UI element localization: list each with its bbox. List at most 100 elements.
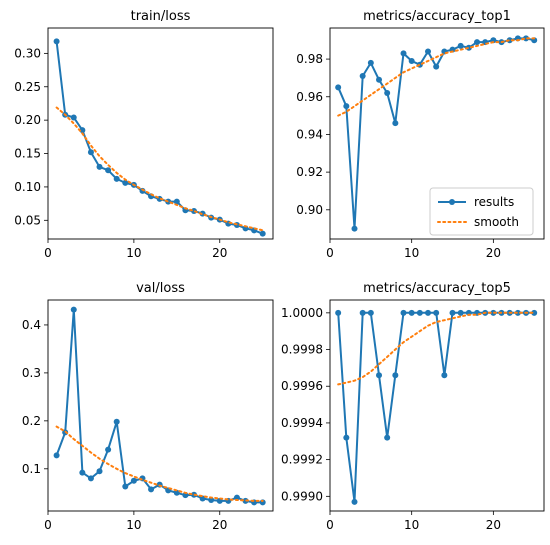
data-point-results	[208, 496, 215, 503]
y-tick-label: 0.20	[14, 113, 41, 127]
x-tick-label: 10	[126, 246, 141, 260]
data-point-results	[376, 76, 383, 83]
data-point-results	[122, 483, 129, 490]
x-tick-label: 20	[486, 246, 501, 260]
chart-title: metrics/accuracy_top1	[363, 9, 511, 24]
y-tick-label: 0.9996	[281, 379, 323, 393]
y-tick-label: 0.9994	[281, 416, 323, 430]
y-tick-label: 0.96	[296, 90, 323, 104]
data-point-results	[53, 452, 60, 459]
data-point-results	[392, 372, 399, 379]
data-point-results	[96, 163, 103, 170]
series-line-smooth	[55, 425, 264, 502]
x-tick-label: 20	[212, 246, 227, 260]
x-tick-label: 0	[326, 246, 334, 260]
data-point-results	[130, 477, 137, 484]
data-point-results	[384, 434, 391, 441]
chart-panel-train-loss: train/loss 0 10 20 0.05 0.10 0.15 0.20 0.25 0.30	[14, 9, 274, 260]
data-point-results	[105, 167, 112, 174]
chart-title: metrics/accuracy_top5	[363, 281, 511, 296]
series-line-smooth	[55, 106, 264, 232]
y-tick-label: 0.9992	[281, 453, 323, 467]
data-point-results	[433, 309, 440, 316]
data-point-results	[441, 372, 448, 379]
y-tick-label: 1.0000	[281, 306, 323, 320]
legend-box	[429, 187, 534, 236]
chart-panel-metrics-accuracy-top5: metrics/accuracy_top5 0 10 20 0.9990 0.9992 0.…	[281, 281, 545, 532]
data-point-results	[79, 469, 86, 476]
x-tick-label: 20	[212, 518, 227, 532]
legend-label-smooth: smooth	[474, 215, 519, 229]
data-point-results	[433, 63, 440, 70]
data-point-results	[392, 120, 399, 127]
data-point-results	[474, 39, 481, 46]
series-line-smooth	[337, 311, 536, 386]
x-tick-label: 0	[44, 246, 52, 260]
data-point-results	[351, 225, 358, 232]
y-tick-label: 0.9990	[281, 489, 323, 503]
legend-marker-results	[449, 199, 455, 205]
legend-label-results: results	[474, 195, 514, 209]
chart-title: val/loss	[136, 281, 185, 296]
data-point-results	[425, 48, 432, 55]
data-point-results	[408, 57, 415, 64]
data-point-results	[359, 73, 366, 80]
data-point-results	[148, 486, 155, 493]
data-point-results	[87, 475, 94, 482]
data-point-results	[400, 50, 407, 57]
data-point-results	[400, 309, 407, 316]
data-point-results	[367, 59, 374, 66]
data-point-results	[335, 84, 342, 91]
data-point-results	[416, 309, 423, 316]
data-point-results	[259, 230, 266, 237]
data-point-results	[376, 372, 383, 379]
y-tick-label: 0.4	[22, 318, 41, 332]
y-tick-label: 0.9998	[281, 343, 323, 357]
axes-frame	[329, 27, 545, 240]
data-point-results	[531, 309, 538, 316]
x-tick-label: 10	[404, 246, 419, 260]
legend: results smooth	[429, 187, 534, 236]
chart-panel-metrics-accuracy-top1: metrics/accuracy_top1 0 10 20 0.90 0.92 0.94 0.…	[296, 9, 545, 260]
data-point-results	[359, 309, 366, 316]
series-line-smooth	[337, 37, 536, 117]
y-tick-label: 0.92	[296, 165, 323, 179]
axes-frame	[329, 299, 545, 512]
y-tick-label: 0.15	[14, 147, 41, 161]
data-point-results	[449, 309, 456, 316]
chart-panel-val-loss: val/loss 0 10 20 0.1 0.2 0.3 0.4	[22, 281, 274, 532]
data-point-results	[506, 37, 513, 44]
data-point-results	[425, 309, 432, 316]
y-tick-label: 0.2	[22, 414, 41, 428]
data-point-results	[87, 149, 94, 156]
data-point-results	[79, 127, 86, 134]
data-point-results	[408, 309, 415, 316]
data-point-results	[113, 175, 120, 182]
data-point-results	[96, 468, 103, 475]
data-point-results	[343, 103, 350, 110]
data-point-results	[53, 38, 60, 45]
x-tick-label: 10	[404, 518, 419, 532]
y-tick-label: 0.3	[22, 366, 41, 380]
y-tick-label: 0.90	[296, 203, 323, 217]
data-point-results	[457, 42, 464, 49]
data-point-results	[384, 89, 391, 96]
x-tick-label: 10	[126, 518, 141, 532]
data-point-results	[465, 44, 472, 51]
data-point-results	[70, 306, 77, 313]
data-point-results	[367, 309, 374, 316]
y-tick-label: 0.10	[14, 180, 41, 194]
y-tick-label: 0.98	[296, 52, 323, 66]
chart-title: train/loss	[131, 9, 191, 24]
x-tick-label: 0	[44, 518, 52, 532]
data-point-results	[113, 418, 120, 425]
data-point-results	[173, 489, 180, 496]
axes-frame	[47, 27, 274, 240]
axes-frame	[47, 299, 274, 512]
data-point-results	[105, 446, 112, 453]
data-point-results	[122, 179, 129, 186]
x-tick-label: 0	[326, 518, 334, 532]
data-point-results	[335, 309, 342, 316]
